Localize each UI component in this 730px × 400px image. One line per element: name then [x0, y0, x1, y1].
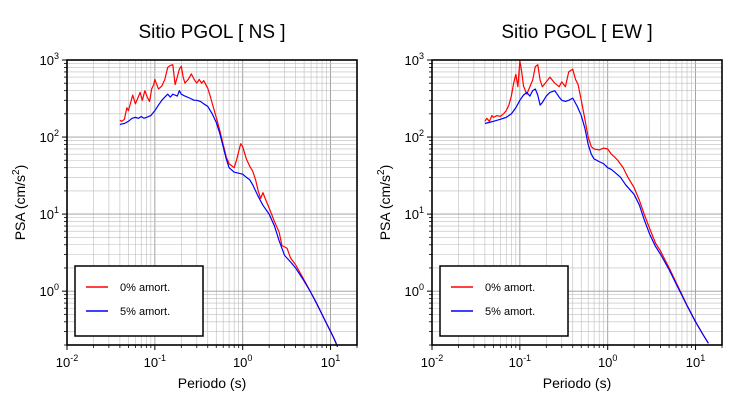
chart-title: Sitio PGOL [ NS ]	[138, 22, 285, 43]
series-line-damped	[484, 88, 709, 344]
legend-label: 0% amort.	[485, 282, 535, 294]
y-axis-label: PSA (cm/s2)	[376, 165, 393, 241]
x-tick-label: 10-1	[509, 353, 531, 370]
y-axis-label: PSA (cm/s2)	[11, 165, 28, 241]
legend-label: 5% amort.	[485, 306, 535, 318]
legend-box	[439, 265, 569, 337]
x-tick-label: 101	[321, 353, 340, 370]
y-tick-label: 100	[405, 282, 424, 299]
y-tick-label: 103	[405, 51, 424, 68]
x-tick-label: 10-2	[421, 353, 443, 370]
legend: 0% amort. 5% amort.	[74, 265, 204, 337]
legend-box	[74, 265, 204, 337]
legend-label: 5% amort.	[120, 306, 170, 318]
y-tick-label: 100	[40, 282, 59, 299]
legend-label: 0% amort.	[120, 282, 170, 294]
x-tick-label: 100	[598, 353, 617, 370]
chart-panel-2: 10-2 10-1 100 101 100 101 102 103 Sitio PGOL [ E…	[376, 22, 723, 391]
y-tick-label: 103	[40, 51, 59, 68]
y-tick-label: 101	[40, 205, 59, 222]
series-line-damped	[119, 90, 339, 347]
legend: 0% amort. 5% amort.	[439, 265, 569, 337]
plot-frame	[66, 59, 358, 346]
chart-title: Sitio PGOL [ EW ]	[501, 22, 652, 43]
x-tick-label: 10-2	[56, 353, 78, 370]
x-tick-label: 100	[233, 353, 252, 370]
x-axis-label: Periodo (s)	[543, 375, 611, 391]
chart-panel-1: 10-2 10-1 100 101 100 101 102 103 Sitio PGOL [ N…	[11, 22, 358, 391]
y-tick-label: 101	[405, 205, 424, 222]
y-tick-label: 102	[40, 128, 59, 145]
series-line-undamped	[119, 64, 339, 347]
grid-lines	[66, 59, 358, 346]
x-tick-label: 101	[686, 353, 705, 370]
y-tick-label: 102	[405, 128, 424, 145]
x-tick-label: 10-1	[144, 353, 166, 370]
plot-frame	[431, 59, 723, 346]
series-line-undamped	[484, 60, 709, 344]
x-axis-label: Periodo (s)	[178, 375, 246, 391]
